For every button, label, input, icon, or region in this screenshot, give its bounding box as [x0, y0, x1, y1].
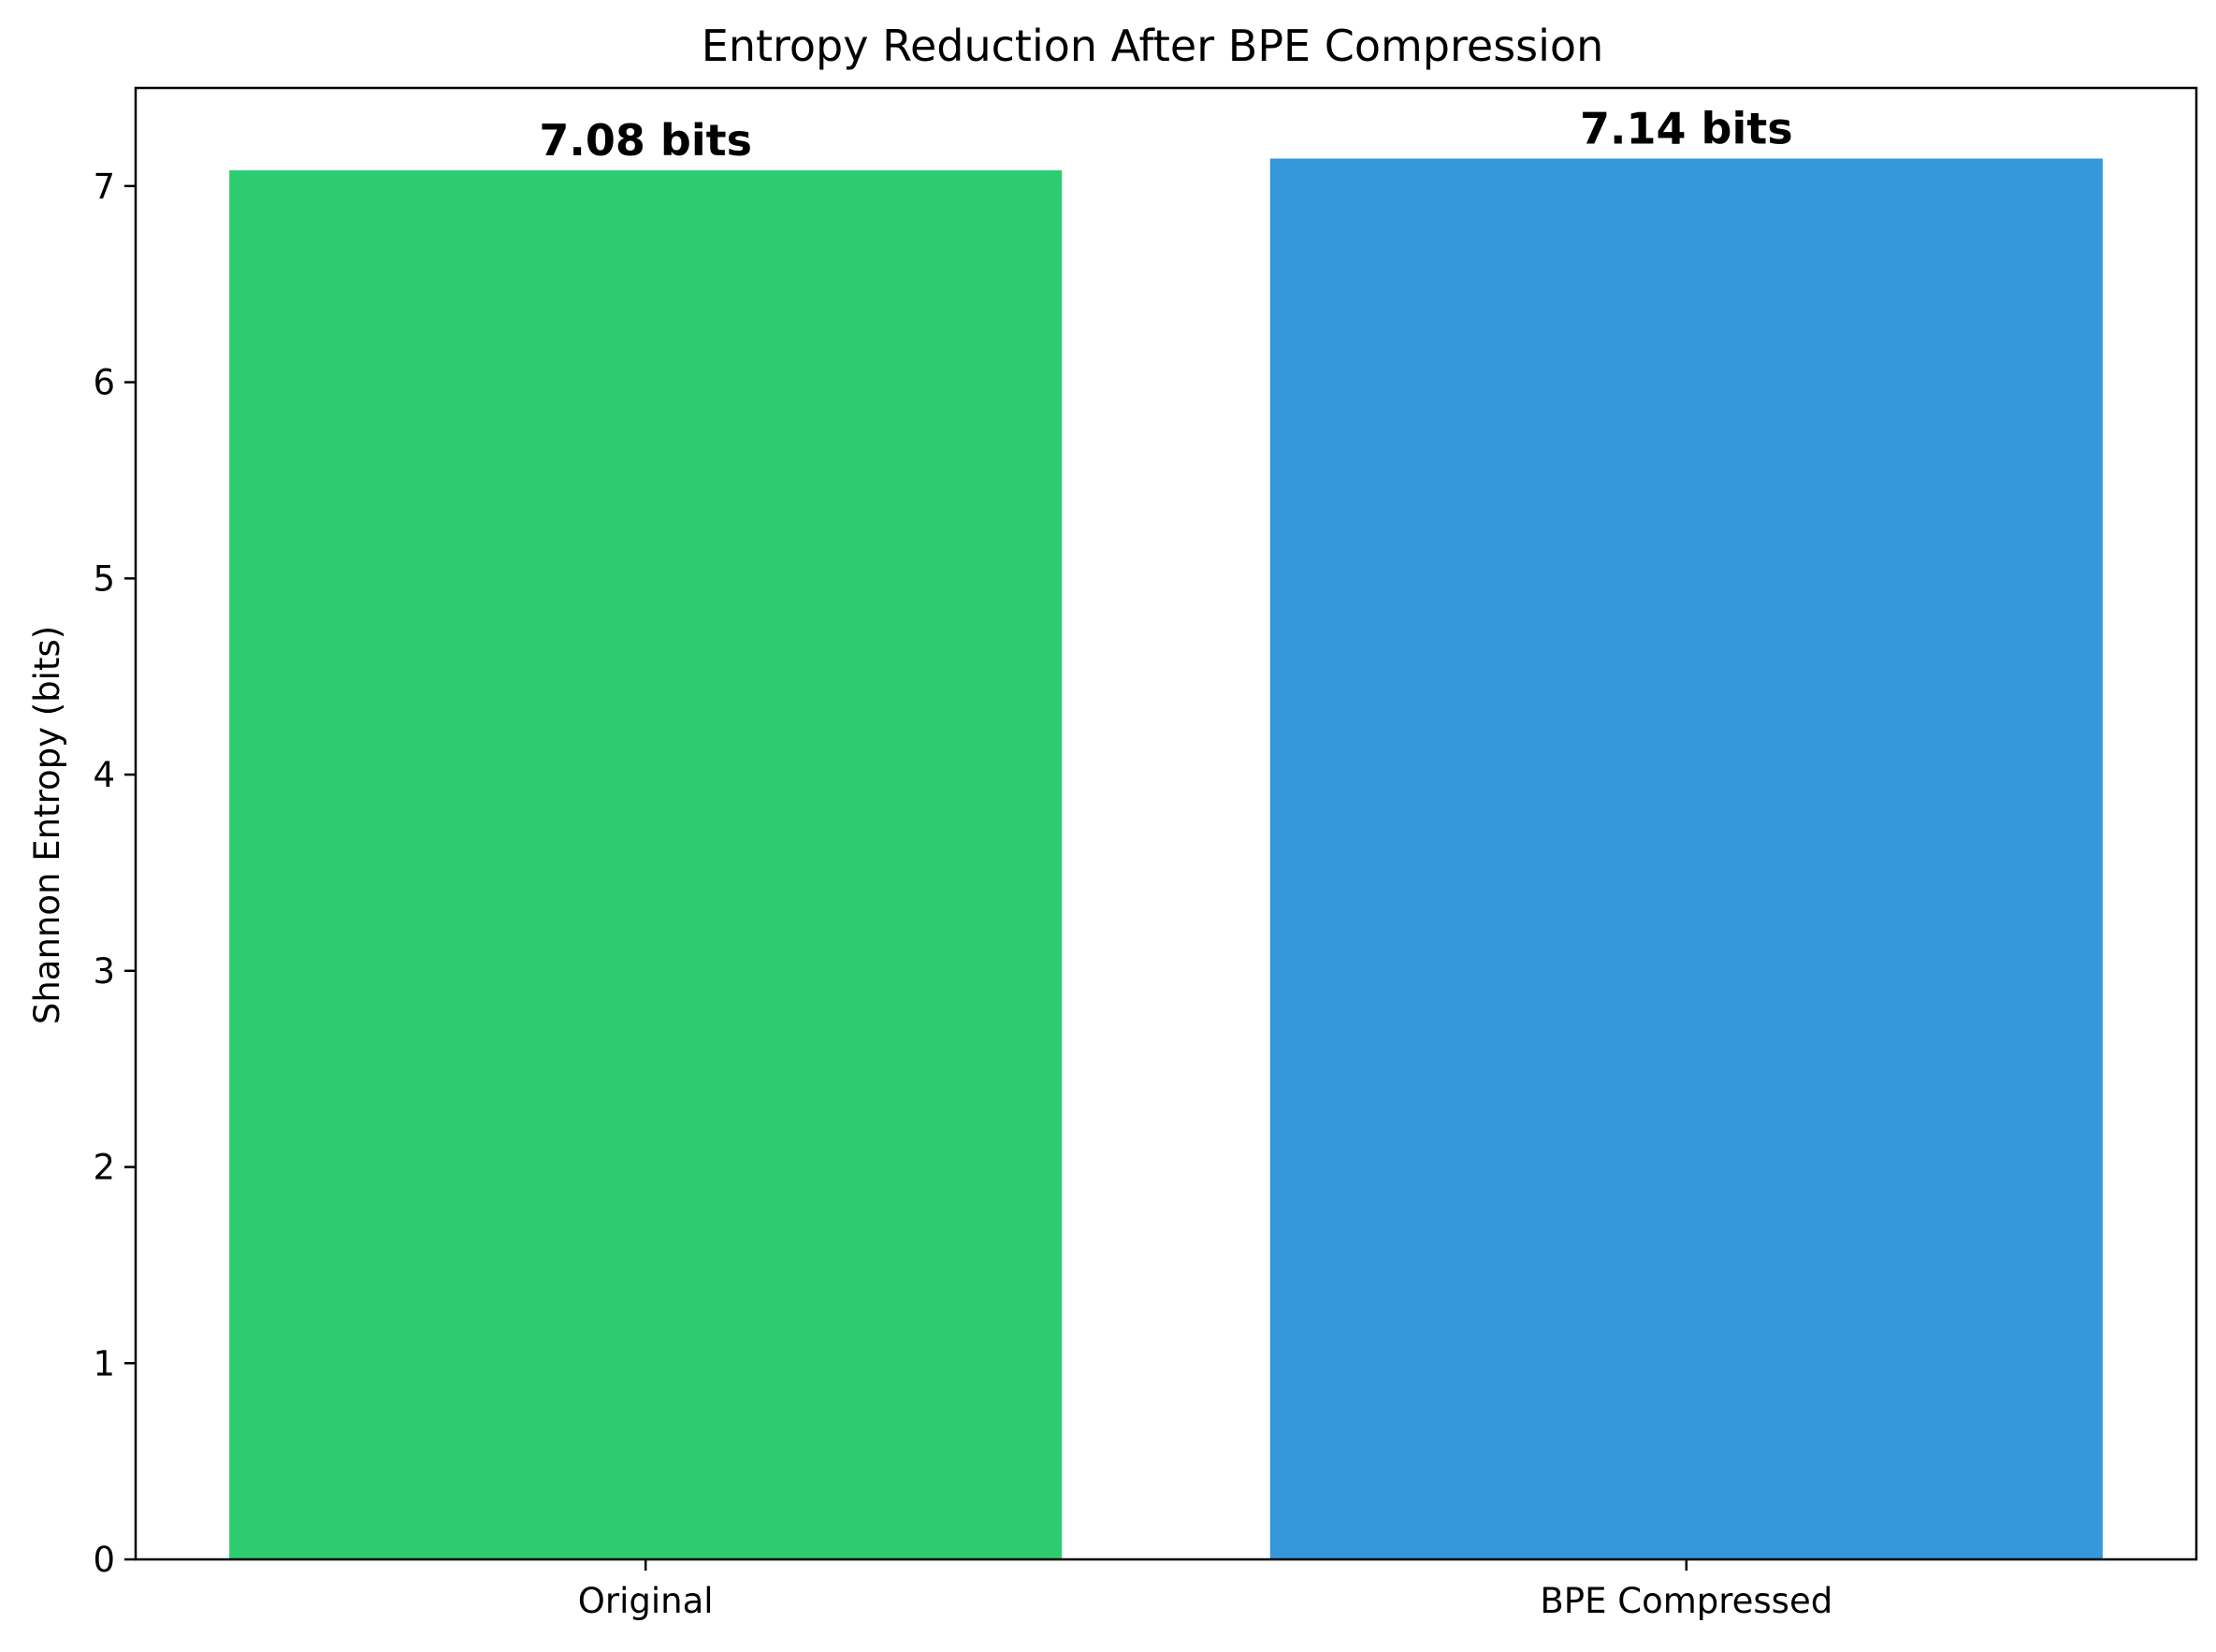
y-axis-label: Shannon Entropy (bits) [27, 626, 67, 1024]
y-tick-label: 6 [93, 363, 115, 403]
y-tick-label: 0 [93, 1540, 115, 1580]
x-tick-label: BPE Compressed [1540, 1581, 1832, 1621]
y-tick-label: 1 [93, 1343, 115, 1384]
chart-title: Entropy Reduction After BPE Compression [702, 21, 1603, 71]
y-tick-label: 2 [93, 1148, 115, 1188]
data-label-bpe-compressed: 7.14 bits [1580, 104, 1793, 154]
y-tick-label: 4 [93, 755, 115, 795]
y-axis-ticks: 0 1 2 3 4 5 6 7 [93, 167, 136, 1580]
bar-original [229, 170, 1063, 1559]
y-tick-label: 3 [93, 951, 115, 992]
plot-area-frame [134, 86, 2198, 1561]
data-label-original: 7.08 bits [539, 115, 752, 166]
y-tick-label: 5 [93, 558, 115, 599]
y-tick-label: 7 [93, 167, 115, 207]
bars-group [229, 158, 2103, 1559]
x-tick-label: Original [578, 1581, 714, 1621]
bar-bpe-compressed [1269, 158, 2103, 1559]
x-axis-ticks: Original BPE Compressed [578, 1559, 1832, 1621]
data-labels-group: 7.08 bits 7.14 bits [539, 104, 1792, 167]
